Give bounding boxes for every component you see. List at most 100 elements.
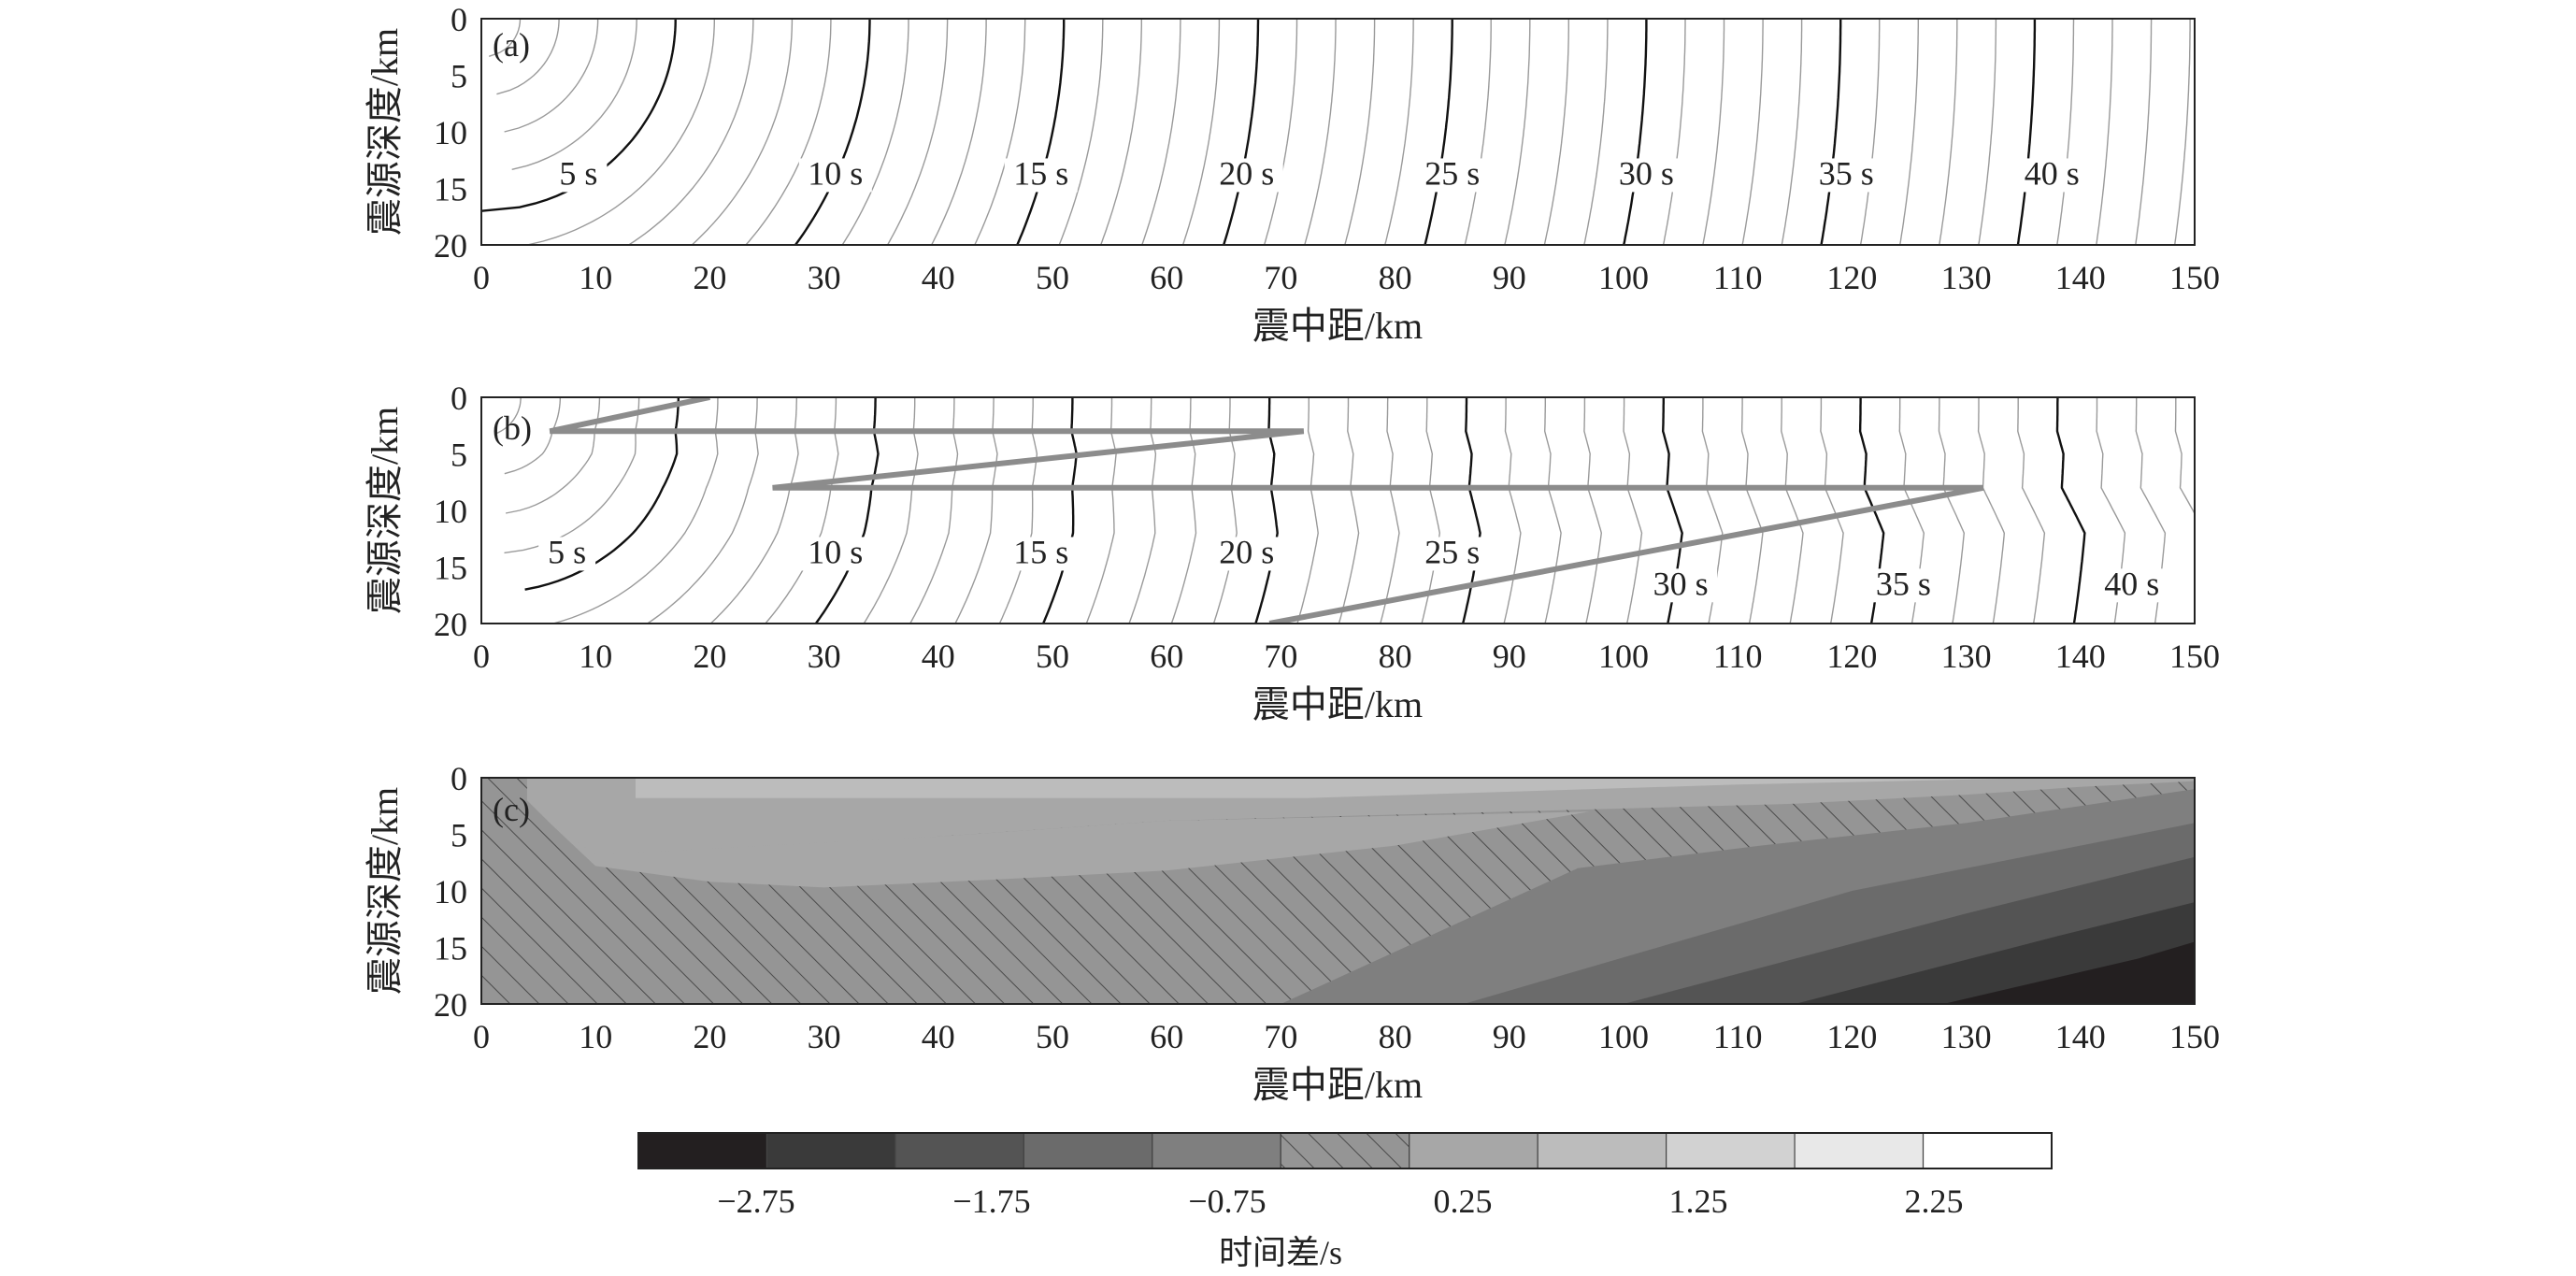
colorbar-ticks: −2.75 −1.75 −0.75 0.25 1.25 2.25 xyxy=(717,1183,1963,1220)
panel-c-x-ticks: 0 10 20 30 40 50 60 70 80 90 100 110 120 130 140 150 xyxy=(473,1018,2220,1055)
contour-label-bg xyxy=(550,158,608,193)
minor-isochron xyxy=(2017,397,2046,624)
contour-label: 25 s xyxy=(1424,154,1480,192)
minor-isochron xyxy=(628,19,754,245)
y-tick-label: 15 xyxy=(434,550,467,587)
y-tick-label: 0 xyxy=(451,1,467,38)
minor-isochron xyxy=(2135,19,2153,245)
y-tick-label: 5 xyxy=(451,817,467,854)
minor-isochron xyxy=(1464,19,1492,245)
minor-isochron xyxy=(1543,19,1570,245)
panel-a-y-ticks: 0 5 10 15 20 xyxy=(434,1,467,265)
x-tick-label: 0 xyxy=(473,259,490,296)
panel-b-model-line xyxy=(549,397,1984,624)
panel-b-y-axis-label: 震源深度/km xyxy=(364,407,406,614)
contour-label: 30 s xyxy=(1653,565,1709,602)
region-0.25-0.75-bulge xyxy=(550,811,1590,888)
minor-isochron xyxy=(909,397,959,624)
minor-isochron xyxy=(1141,19,1181,245)
contour-label-bg xyxy=(2095,568,2168,603)
minor-isochron xyxy=(1384,19,1414,245)
minor-isochron xyxy=(709,397,799,624)
minor-isochron xyxy=(1820,397,1844,624)
y-tick-label: 10 xyxy=(434,493,467,530)
x-tick-label: 80 xyxy=(1379,259,1412,296)
region-0.25-0.75 xyxy=(526,778,2195,867)
contour-label: 10 s xyxy=(808,533,863,570)
x-tick-label: 100 xyxy=(1598,1018,1649,1055)
minor-isochron xyxy=(1503,397,1522,624)
minor-isochron xyxy=(863,397,919,624)
region-neg2.75-neg2.25 xyxy=(1943,941,2195,1004)
panel-a-contours xyxy=(481,19,2191,245)
x-tick-label: 140 xyxy=(2055,638,2106,675)
minor-isochron xyxy=(1859,19,1881,245)
major-isochron xyxy=(1424,19,1453,245)
minor-isochron xyxy=(954,397,998,624)
minor-isochron xyxy=(931,19,987,245)
panel-a-y-axis-label: 震源深度/km xyxy=(364,28,406,236)
minor-isochron xyxy=(2174,19,2191,245)
minor-isochron xyxy=(496,19,560,95)
contour-label: 5 s xyxy=(559,154,597,192)
y-tick-label: 15 xyxy=(434,171,467,208)
colorbar-swatch xyxy=(766,1132,896,1169)
x-tick-label: 100 xyxy=(1598,638,1649,675)
major-isochron xyxy=(1461,397,1481,624)
contour-label: 30 s xyxy=(1619,154,1674,192)
minor-isochron xyxy=(1128,397,1157,624)
x-tick-label: 90 xyxy=(1493,1018,1526,1055)
colorbar-swatch xyxy=(1280,1132,1410,1169)
minor-isochron xyxy=(1304,19,1337,245)
minor-isochron xyxy=(1978,19,1997,245)
colorbar-label: 时间差/s xyxy=(1219,1234,1342,1271)
contour-label: 20 s xyxy=(1219,154,1274,192)
minor-isochron xyxy=(1543,397,1562,624)
panel-b-x-ticks: 0 10 20 30 40 50 60 70 80 90 100 110 120 130 140 150 xyxy=(473,638,2220,675)
minor-isochron xyxy=(1504,19,1531,245)
minor-isochron xyxy=(1085,397,1117,624)
colorbar-tick-label: 1.25 xyxy=(1669,1183,1728,1220)
colorbar-tick-label: −0.75 xyxy=(1188,1183,1266,1220)
colorbar-tick-label: −1.75 xyxy=(952,1183,1030,1220)
panel-c-y-ticks: 0 5 10 15 20 xyxy=(434,760,467,1024)
y-tick-label: 10 xyxy=(434,873,467,910)
y-tick-label: 0 xyxy=(451,760,467,797)
contour-label-bg xyxy=(1415,158,1489,193)
major-isochron xyxy=(1623,19,1648,245)
y-tick-label: 5 xyxy=(451,437,467,474)
x-tick-label: 150 xyxy=(2169,1018,2220,1055)
contour-label-bg xyxy=(1004,158,1078,193)
colorbar-swatches xyxy=(637,1132,2053,1169)
contour-label-bg xyxy=(538,537,596,571)
x-tick-label: 70 xyxy=(1264,638,1297,675)
contour-label: 35 s xyxy=(1819,154,1874,192)
colorbar-frame xyxy=(637,1132,2053,1169)
minor-isochron xyxy=(1702,19,1725,245)
contour-label: 10 s xyxy=(808,154,863,192)
x-tick-label: 10 xyxy=(579,638,612,675)
colorbar-swatch xyxy=(1666,1132,1796,1169)
colorbar-swatch xyxy=(1537,1132,1667,1169)
panel-a-label: (a) xyxy=(493,26,530,64)
minor-isochron xyxy=(1977,397,2006,624)
contour-label-bg xyxy=(798,158,872,193)
y-tick-label: 20 xyxy=(434,227,467,265)
major-isochron xyxy=(1041,397,1079,624)
minor-isochron xyxy=(745,19,832,245)
contour-label: 15 s xyxy=(1013,154,1068,192)
x-tick-label: 60 xyxy=(1150,259,1183,296)
colorbar-swatch xyxy=(1922,1132,2053,1169)
panel-a-x-axis-label: 震中距/km xyxy=(1252,305,1423,347)
panel-c-frame xyxy=(480,777,2196,1005)
minor-isochron xyxy=(647,397,759,624)
major-isochron xyxy=(2016,19,2037,245)
contour-label: 40 s xyxy=(2104,565,2159,602)
minor-isochron xyxy=(526,19,715,245)
minor-isochron xyxy=(1781,397,1804,624)
panel-c-y-axis-label: 震源深度/km xyxy=(364,787,406,995)
minor-isochron xyxy=(974,19,1026,245)
minor-isochron xyxy=(2215,397,2246,624)
major-isochron xyxy=(814,397,880,624)
